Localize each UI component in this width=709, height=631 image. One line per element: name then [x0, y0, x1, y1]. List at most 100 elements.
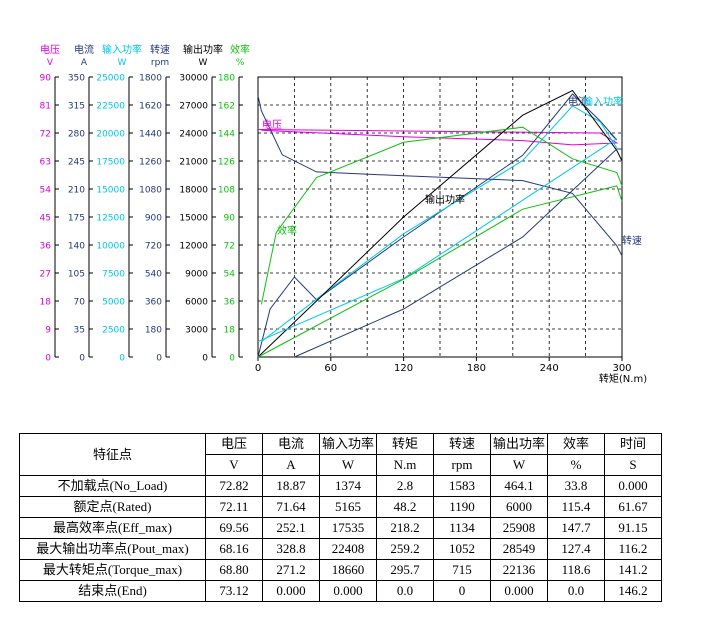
y-axis-unit: W — [199, 58, 208, 68]
row-value: 72.11 — [205, 496, 263, 518]
y-tick-label: 21000 — [179, 158, 208, 168]
y-tick-label: 90 — [224, 214, 236, 224]
y-tick-label: 72 — [40, 130, 51, 140]
row-value: 69.56 — [205, 517, 263, 539]
y-tick-label: 0 — [202, 354, 208, 364]
row-value: 0.0 — [547, 580, 605, 602]
y-tick-label: 1620 — [139, 102, 162, 112]
row-value: 61.67 — [604, 496, 662, 518]
row-value: 0.0 — [376, 580, 434, 602]
header-unit: A — [262, 454, 320, 476]
series-line — [257, 185, 623, 358]
y-axis-unit: rpm — [151, 58, 169, 68]
y-tick-label: 126 — [218, 158, 235, 168]
header-name: 电流 — [262, 433, 320, 455]
y-axis-title: 电压 — [40, 43, 60, 56]
y-tick-label: 30000 — [179, 74, 208, 84]
row-value: 68.16 — [205, 538, 263, 560]
row-value: 116.2 — [604, 538, 662, 560]
y-tick-label: 18000 — [179, 186, 208, 196]
header-name: 效率 — [547, 433, 605, 455]
y-axis-unit: % — [236, 58, 245, 68]
y-tick-label: 105 — [68, 270, 85, 280]
x-axis-label: 转矩(N.m) — [599, 372, 647, 385]
x-tick-label: 120 — [394, 363, 413, 374]
table-row: 结束点(End) 73.12 0.000 0.000 0.0 0 0.000 0.0 146.2 — [19, 580, 662, 602]
y-axis-title: 转速 — [150, 43, 170, 56]
header-name: 电压 — [205, 433, 263, 455]
y-tick-label: 81 — [40, 102, 51, 112]
y-tick-label: 18 — [224, 326, 236, 336]
series-line — [257, 95, 623, 257]
y-tick-label: 140 — [68, 242, 85, 252]
row-value: 271.2 — [262, 559, 320, 581]
y-tick-label: 3000 — [185, 326, 208, 336]
row-label: 最大转矩点(Torque_max) — [19, 559, 206, 581]
y-tick-label: 63 — [40, 158, 51, 168]
curve-label: 输入功率 — [583, 95, 623, 108]
row-label: 结束点(End) — [19, 580, 206, 602]
plot-frame — [257, 76, 623, 358]
y-tick-label: 180 — [145, 326, 162, 336]
table-row: 不加载点(No_Load) 72.82 18.87 1374 2.8 1583 464.1 3… — [19, 475, 662, 497]
y-tick-label: 315 — [68, 102, 85, 112]
y-tick-label: 36 — [224, 298, 236, 308]
x-tick-label: 60 — [324, 363, 337, 374]
curve-label: 电流 — [568, 95, 588, 108]
y-tick-label: 17500 — [96, 158, 125, 168]
y-tick-label: 360 — [145, 298, 162, 308]
y-tick-label: 45 — [40, 214, 51, 224]
row-label: 额定点(Rated) — [19, 496, 206, 518]
row-value: 68.80 — [205, 559, 263, 581]
y-tick-label: 20000 — [96, 130, 125, 140]
y-axis-unit: V — [47, 58, 54, 68]
x-tick-label: 240 — [540, 363, 559, 374]
y-tick-label: 0 — [229, 354, 235, 364]
table-body: 不加载点(No_Load) 72.82 18.87 1374 2.8 1583 464.1 3… — [19, 475, 662, 602]
row-value: 1190 — [433, 496, 491, 518]
row-value: 464.1 — [490, 475, 548, 497]
row-label: 最高效率点(Eff_max) — [19, 517, 206, 539]
table-row: 最大转矩点(Torque_max) 68.80 271.2 18660 295.7 715… — [19, 559, 662, 581]
header-feature-point: 特征点 — [19, 433, 206, 476]
header-unit: W — [319, 454, 377, 476]
y-tick-label: 0 — [45, 354, 51, 364]
y-tick-label: 15000 — [96, 186, 125, 196]
curve-label: 输出功率 — [425, 193, 465, 206]
header-name: 输出功率 — [490, 433, 548, 455]
y-tick-label: 10000 — [96, 242, 125, 252]
series-line — [257, 93, 618, 358]
header-unit: % — [547, 454, 605, 476]
y-axis-title: 电流 — [74, 43, 94, 56]
y-tick-label: 2500 — [102, 326, 125, 336]
row-value: 73.12 — [205, 580, 263, 602]
y-tick-label: 280 — [68, 130, 85, 140]
y-axis-unit: W — [118, 58, 127, 68]
y-axis-title: 输出功率 — [183, 43, 223, 56]
row-value: 1374 — [319, 475, 377, 497]
y-axis-title: 输入功率 — [102, 43, 142, 56]
row-value: 17535 — [319, 517, 377, 539]
table-row: 最大输出功率点(Pout_max) 68.16 328.8 22408 259.2 105… — [19, 538, 662, 560]
header-unit: N.m — [376, 454, 434, 476]
y-tick-label: 162 — [218, 102, 235, 112]
row-value: 118.6 — [547, 559, 605, 581]
row-value: 0 — [433, 580, 491, 602]
curve-label: 效率 — [277, 224, 297, 237]
row-label: 不加载点(No_Load) — [19, 475, 206, 497]
y-tick-label: 144 — [218, 130, 235, 140]
y-tick-label: 1260 — [139, 158, 162, 168]
row-value: 25908 — [490, 517, 548, 539]
row-value: 328.8 — [262, 538, 320, 560]
y-tick-label: 24000 — [179, 130, 208, 140]
y-tick-label: 70 — [74, 298, 86, 308]
row-value: 147.7 — [547, 517, 605, 539]
y-tick-label: 90 — [40, 74, 52, 84]
y-tick-label: 180 — [218, 74, 235, 84]
table-row: 额定点(Rated) 72.11 71.64 5165 48.2 1190 6000 115.… — [19, 496, 662, 518]
x-tick-label: 180 — [467, 363, 486, 374]
row-value: 259.2 — [376, 538, 434, 560]
y-tick-label: 1800 — [139, 74, 162, 84]
y-tick-label: 0 — [156, 354, 162, 364]
row-value: 252.1 — [262, 517, 320, 539]
